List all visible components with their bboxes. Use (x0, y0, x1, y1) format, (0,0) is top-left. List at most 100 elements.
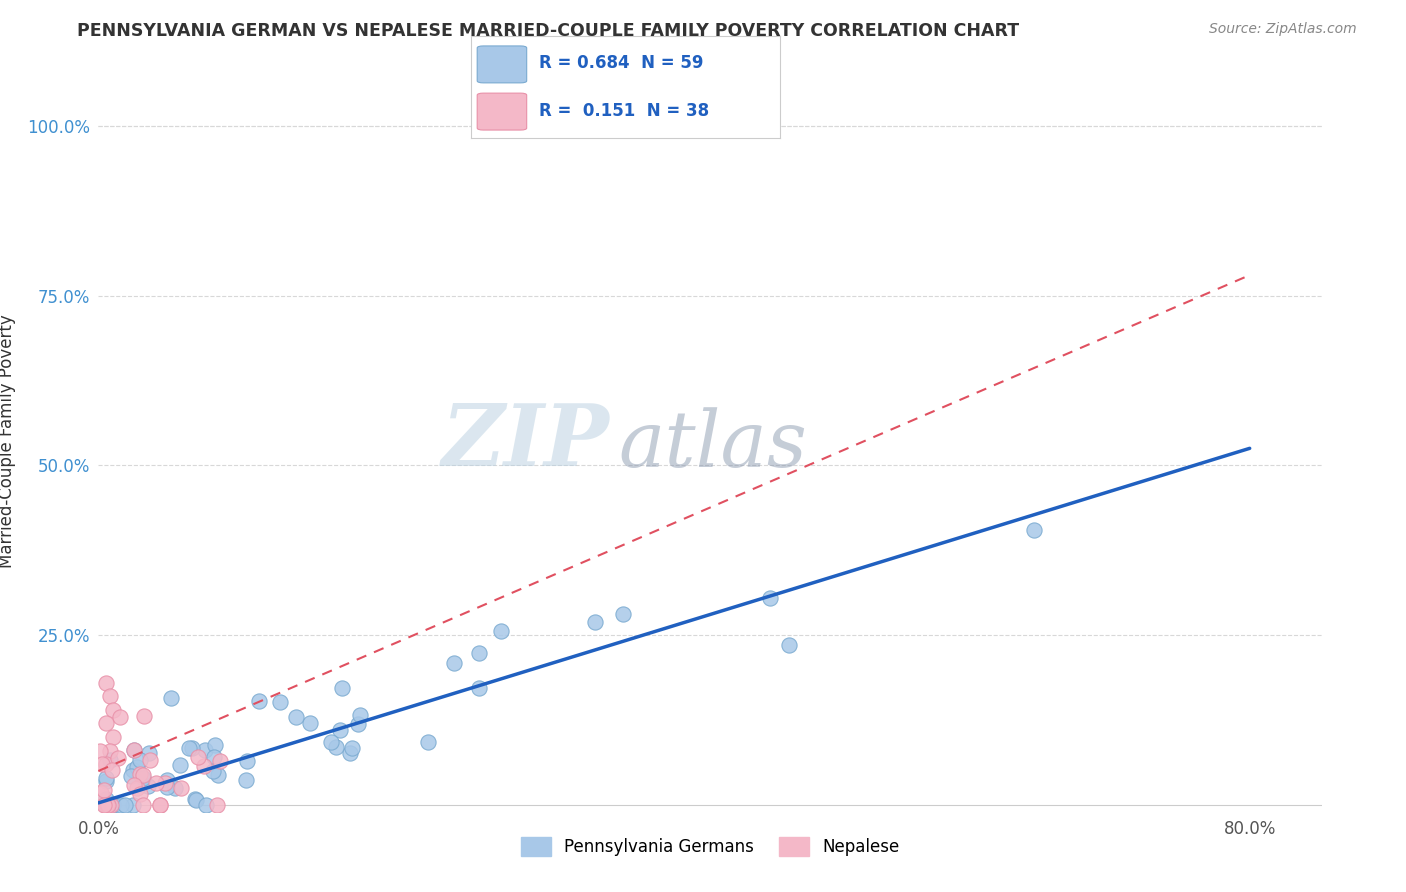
Point (247, 693, 270, 707)
Point (155, 780, 177, 794)
Point (124, 743, 146, 757)
Point (132, 709, 155, 723)
Point (187, 749, 209, 764)
Point (129, 753, 152, 767)
Text: R = 0.684  N = 59: R = 0.684 N = 59 (538, 54, 703, 72)
Point (170, 781, 193, 796)
Point (90, 786, 112, 800)
Point (202, 764, 225, 778)
Y-axis label: Married-Couple Family Poverty: Married-Couple Family Poverty (0, 315, 15, 568)
Point (443, 656, 465, 670)
Point (114, 797, 136, 812)
Point (204, 739, 226, 753)
Point (612, 607, 634, 621)
Point (340, 741, 363, 756)
Point (121, 797, 143, 812)
FancyBboxPatch shape (477, 46, 527, 83)
Point (298, 715, 321, 730)
Point (93, 797, 115, 812)
Point (94, 771, 117, 785)
Text: Source: ZipAtlas.com: Source: ZipAtlas.com (1209, 22, 1357, 37)
Point (139, 753, 162, 767)
Point (101, 703, 124, 717)
Point (583, 615, 606, 629)
Point (778, 638, 800, 652)
FancyBboxPatch shape (477, 93, 527, 130)
Point (193, 759, 215, 773)
Point (94, 757, 117, 772)
Point (285, 710, 308, 724)
Point (325, 739, 347, 754)
Point (209, 754, 232, 768)
Point (202, 750, 225, 764)
Point (169, 758, 191, 772)
Point (207, 767, 229, 781)
Point (121, 763, 143, 777)
Point (98, 690, 121, 704)
Point (101, 797, 124, 812)
Point (125, 781, 148, 796)
Point (468, 646, 491, 660)
Point (110, 797, 132, 812)
Point (180, 741, 202, 756)
Point (96, 797, 118, 812)
Point (122, 778, 145, 792)
Point (122, 743, 145, 757)
Point (1350, 122, 1372, 136)
Point (101, 797, 124, 811)
Point (149, 797, 172, 812)
Point (94, 797, 117, 812)
Point (186, 793, 208, 807)
Point (156, 772, 179, 787)
Point (184, 792, 207, 806)
Point (108, 709, 131, 723)
Point (207, 797, 229, 812)
Point (90, 756, 112, 771)
Point (131, 768, 153, 782)
Point (329, 723, 352, 738)
Point (132, 797, 155, 812)
Point (491, 624, 513, 639)
Point (96, 797, 118, 812)
Point (125, 760, 148, 774)
Point (101, 730, 124, 744)
Point (319, 735, 342, 749)
Text: ZIP: ZIP (441, 400, 610, 483)
Point (89, 744, 111, 758)
Point (120, 769, 142, 783)
Point (94, 675, 117, 690)
Point (94, 797, 117, 812)
Text: PENNSYLVANIA GERMAN VS NEPALESE MARRIED-COUPLE FAMILY POVERTY CORRELATION CHART: PENNSYLVANIA GERMAN VS NEPALESE MARRIED-… (77, 22, 1019, 40)
Point (759, 591, 782, 605)
Point (98, 743, 121, 757)
Point (93, 782, 115, 797)
Point (98, 753, 121, 767)
Point (235, 772, 257, 787)
Point (145, 776, 167, 790)
Point (194, 743, 217, 757)
Point (160, 690, 183, 705)
Point (97, 797, 120, 812)
Point (416, 735, 439, 749)
Point (107, 751, 129, 765)
Point (339, 746, 361, 760)
Point (349, 707, 371, 722)
Legend: Pennsylvania Germans, Nepalese: Pennsylvania Germans, Nepalese (515, 830, 905, 863)
Point (194, 797, 217, 812)
Point (131, 771, 153, 785)
Point (136, 780, 159, 794)
Point (100, 797, 122, 812)
Point (269, 695, 291, 709)
Point (330, 681, 353, 695)
Point (1022, 523, 1045, 537)
Point (163, 780, 186, 795)
Point (138, 746, 160, 760)
Point (101, 797, 124, 812)
Point (101, 763, 124, 777)
Text: R =  0.151  N = 38: R = 0.151 N = 38 (538, 102, 709, 120)
Point (468, 681, 491, 695)
Point (346, 717, 368, 731)
Point (153, 776, 176, 790)
Point (129, 787, 152, 801)
Point (128, 766, 150, 780)
